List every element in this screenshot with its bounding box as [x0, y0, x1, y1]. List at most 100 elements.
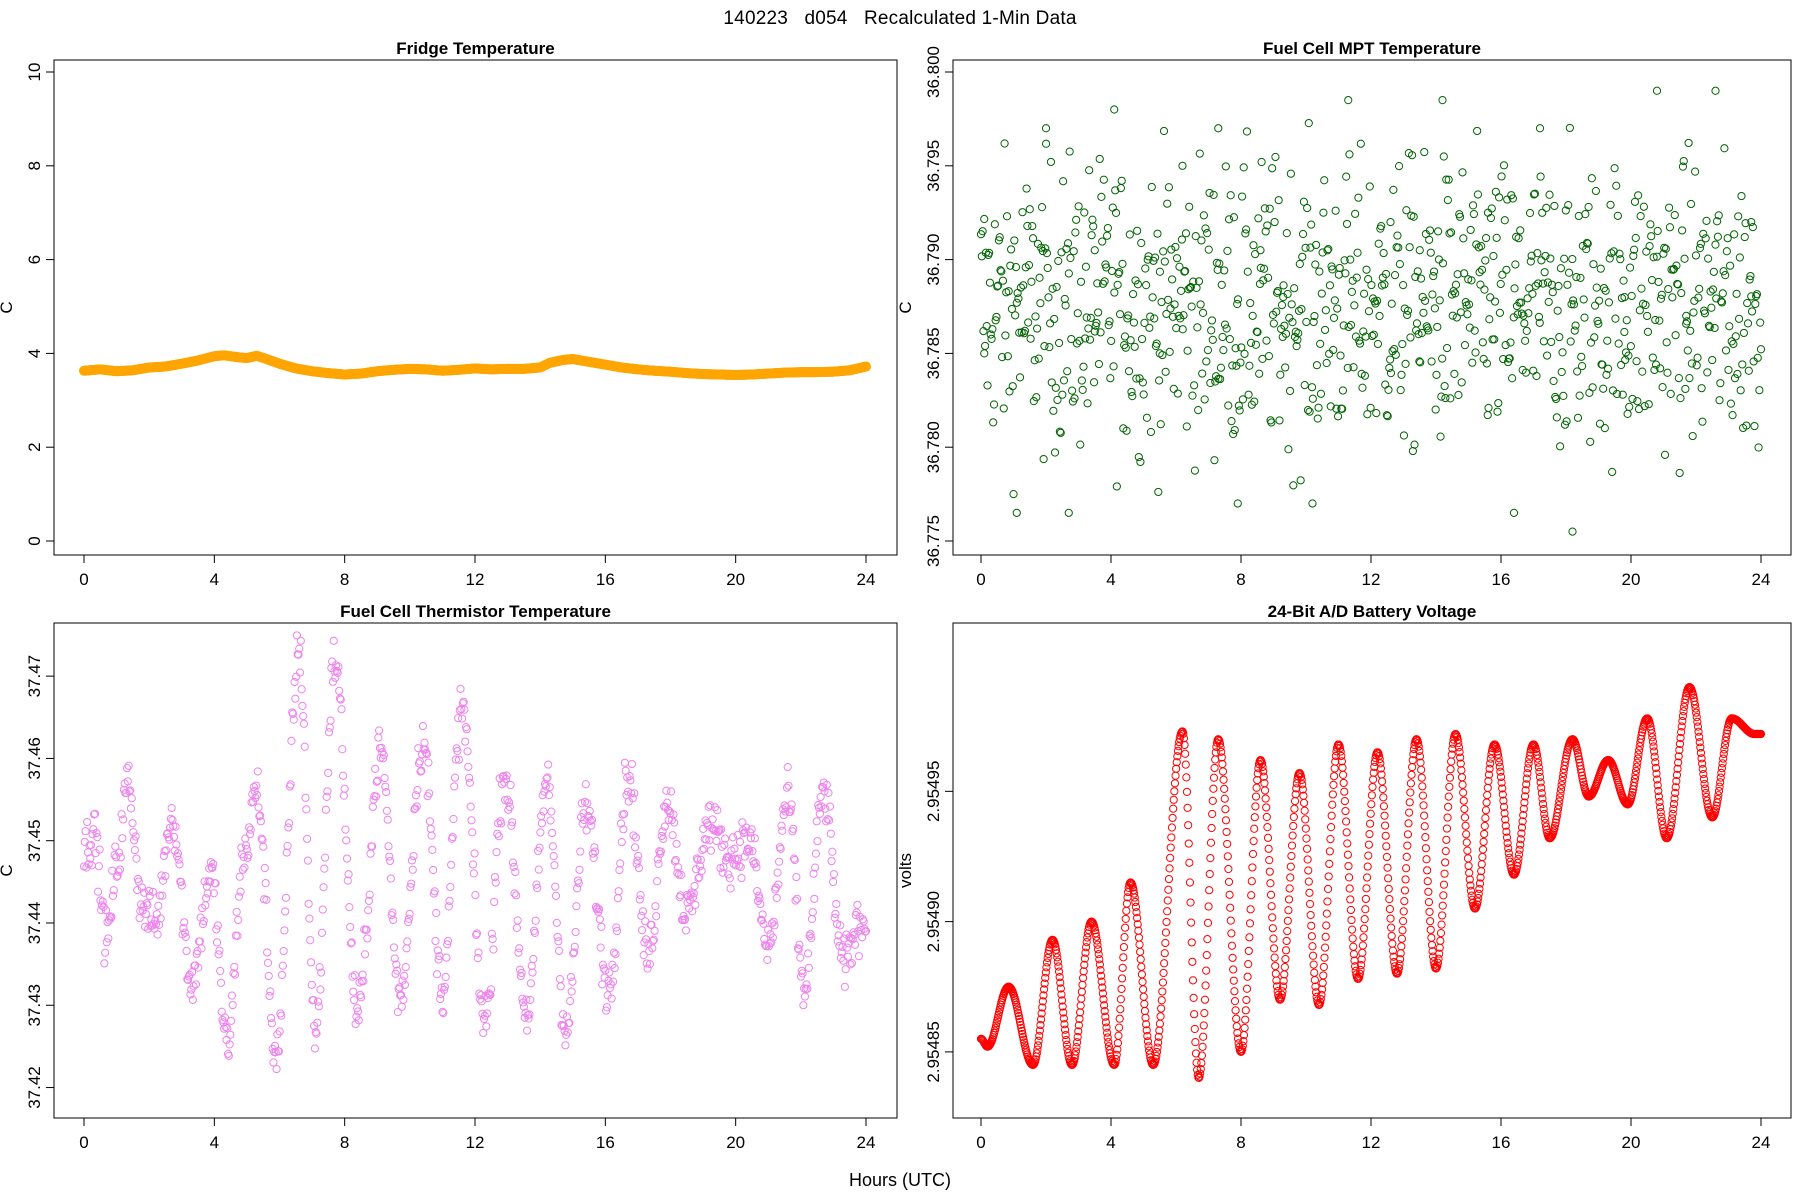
panel-title: Fuel Cell Thermistor Temperature — [340, 602, 611, 621]
data-point — [1168, 275, 1177, 284]
data-point — [1074, 202, 1083, 211]
data-point — [1266, 890, 1276, 899]
data-point — [1214, 124, 1223, 133]
data-point — [1665, 223, 1675, 232]
data-point — [1419, 801, 1428, 810]
data-point — [1367, 280, 1376, 290]
data-point — [1309, 960, 1318, 969]
data-point — [1268, 164, 1277, 173]
data-point — [1333, 412, 1343, 421]
data-point — [1119, 942, 1129, 952]
data-point — [1169, 384, 1178, 393]
data-point — [1244, 390, 1253, 399]
data-point — [1190, 1024, 1199, 1034]
data-point — [595, 915, 604, 924]
data-point — [431, 936, 440, 946]
data-point — [1542, 351, 1552, 360]
data-point — [400, 971, 409, 981]
data-point — [1379, 248, 1388, 258]
data-point — [1198, 369, 1207, 378]
data-point — [1347, 915, 1356, 925]
data-point — [1116, 1005, 1125, 1014]
figure-title: 140223 d054 Recalculated 1-Min Data — [723, 8, 1077, 29]
data-point — [550, 861, 559, 870]
data-point — [1065, 147, 1074, 156]
data-point — [511, 891, 521, 900]
data-point — [1468, 201, 1478, 210]
data-point — [1437, 392, 1446, 401]
data-point — [1242, 127, 1252, 136]
data-point — [1702, 216, 1711, 225]
data-point — [1227, 929, 1236, 938]
data-point — [1361, 894, 1370, 904]
data-point — [1250, 824, 1259, 833]
data-point — [154, 901, 163, 910]
data-point — [1653, 226, 1662, 236]
data-point — [1075, 1008, 1085, 1017]
data-point — [1486, 293, 1495, 302]
data-point — [983, 381, 992, 390]
data-point — [1103, 223, 1112, 233]
data-point — [305, 914, 314, 923]
data-point — [1751, 299, 1760, 309]
data-point — [1207, 316, 1217, 325]
data-point — [1664, 203, 1674, 212]
data-point — [366, 849, 375, 858]
data-point — [482, 1022, 491, 1031]
data-point — [319, 883, 328, 892]
data-point — [1756, 318, 1765, 327]
data-point — [1387, 931, 1396, 941]
data-point — [1128, 289, 1138, 299]
data-point — [1317, 289, 1326, 298]
data-point — [468, 860, 478, 869]
data-point — [1005, 387, 1014, 396]
data-point — [1094, 359, 1104, 369]
data-point — [1338, 770, 1348, 780]
data-point — [1193, 323, 1202, 332]
data-point — [1560, 254, 1569, 263]
data-point — [1687, 359, 1696, 368]
data-point — [1568, 527, 1577, 536]
data-point — [843, 943, 852, 952]
data-point — [1198, 1042, 1207, 1051]
data-point — [470, 849, 479, 858]
data-point — [1401, 875, 1410, 884]
data-point — [1223, 852, 1232, 861]
data-point — [298, 701, 307, 710]
data-point — [1406, 779, 1416, 788]
data-point — [1248, 311, 1257, 320]
data-point — [1595, 419, 1605, 428]
data-point — [1374, 239, 1383, 248]
data-point — [631, 833, 640, 842]
data-point — [1191, 1038, 1200, 1047]
data-point — [1442, 824, 1452, 833]
data-point — [1627, 291, 1636, 301]
data-point — [1590, 333, 1599, 342]
data-point — [1643, 311, 1652, 321]
data-point — [1549, 376, 1558, 386]
data-point — [1636, 212, 1645, 221]
data-point — [401, 962, 410, 972]
data-point — [1203, 918, 1213, 928]
x-tick-label: 0 — [976, 570, 985, 589]
data-point — [1125, 230, 1134, 239]
data-point — [261, 879, 270, 888]
data-point — [1124, 367, 1134, 376]
data-point — [1249, 241, 1258, 250]
x-tick-label: 12 — [1362, 1133, 1381, 1152]
data-point — [1704, 254, 1713, 263]
data-point — [1120, 933, 1129, 942]
data-point — [1100, 277, 1109, 286]
data-point — [1233, 499, 1242, 508]
data-point — [1250, 813, 1259, 822]
data-point — [1004, 287, 1013, 296]
data-point — [1617, 360, 1626, 370]
data-point — [789, 824, 798, 833]
data-point — [1088, 215, 1097, 224]
data-point — [1359, 924, 1369, 933]
data-point — [1463, 846, 1472, 855]
y-tick-label: 2 — [25, 442, 44, 451]
data-point — [1399, 907, 1408, 916]
data-point — [116, 853, 125, 862]
data-point — [226, 1030, 235, 1039]
